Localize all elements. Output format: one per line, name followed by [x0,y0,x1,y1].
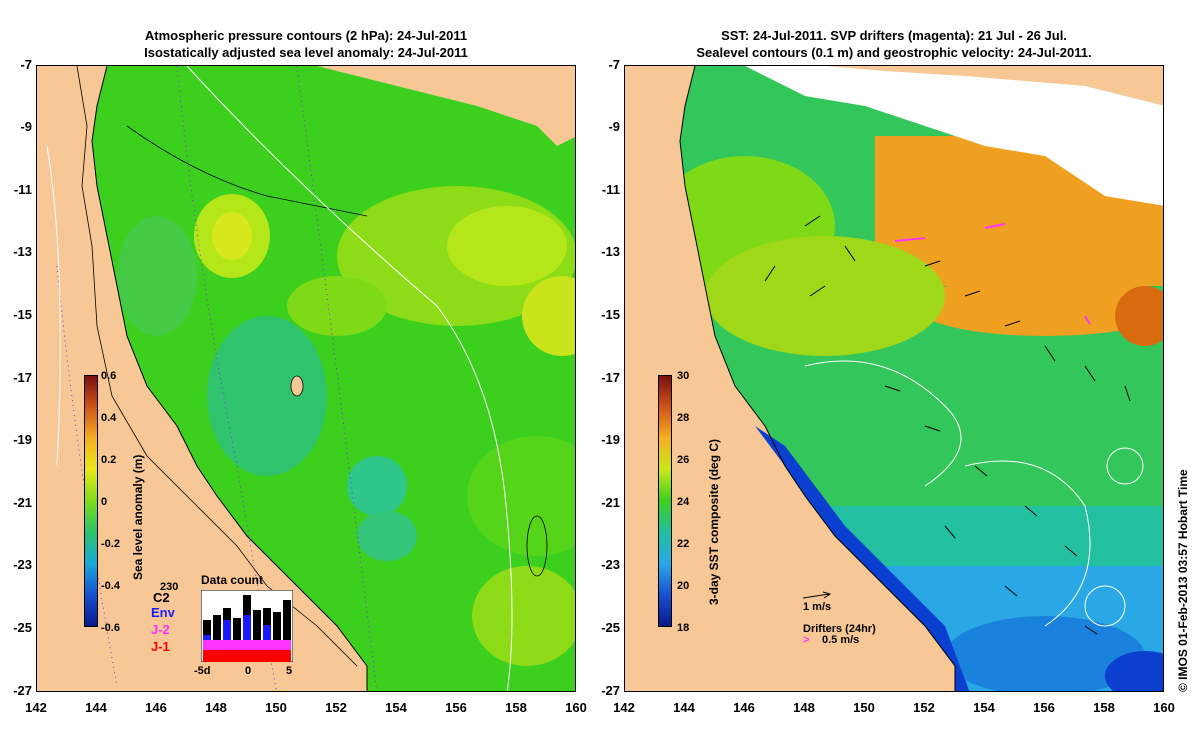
sea-level-colorbar-tick-2: 0.2 [101,454,117,466]
sst-colorbar-tick-1: 28 [677,412,690,424]
left-title: Atmospheric pressure contours (2 hPa): 2… [36,27,576,61]
left-xtick: 144 [85,700,107,715]
sea-level-colorbar-tick-0: 0.6 [101,370,117,382]
right-ytick: -25 [601,620,620,635]
left-ytick: -21 [13,495,32,510]
right-xtick: 156 [1033,700,1055,715]
right-xtick: 150 [853,700,875,715]
left-xtick: 146 [145,700,167,715]
data-count-legend-j1: J-1 [151,639,170,654]
data-count-xtick-0: -5d [194,665,211,677]
drifters-speed-label: 0.5 m/s [822,634,860,646]
sst-colorbar-tick-3: 24 [677,496,690,508]
right-xtick: 158 [1093,700,1115,715]
left-ytick: -19 [13,432,32,447]
data-count-overlap-number: 230 [160,581,179,593]
left-ytick: -9 [20,119,32,134]
left-title-line1: Atmospheric pressure contours (2 hPa): 2… [144,28,468,43]
right-ytick: -7 [608,57,620,72]
right-xtick: 154 [973,700,995,715]
sea-level-colorbar [84,375,98,627]
left-ytick: -17 [13,370,32,385]
left-ytick: -23 [13,557,32,572]
right-ytick: -23 [601,557,620,572]
data-count-legend-j2: J-2 [151,622,170,637]
data-count-xtick-1: 0 [245,665,252,677]
left-ytick: -27 [13,683,32,698]
data-count-title: Data count [201,573,264,587]
sst-colorbar-tick-5: 20 [677,580,690,592]
right-xtick: 152 [913,700,935,715]
left-xtick: 158 [505,700,527,715]
right-title-line1: SST: 24-Jul-2011. SVP drifters (magenta)… [721,28,1067,43]
right-ytick: -19 [601,432,620,447]
right-ytick: -27 [601,683,620,698]
drifters-arrow-icon: > [803,634,810,646]
sea-level-colorbar-tick-4: -0.2 [101,538,120,550]
data-count-chart [201,590,293,662]
sea-level-colorbar-tick-6: -0.6 [101,622,120,634]
sst-colorbar-label: 3-day SST composite (deg C) [707,438,721,605]
left-ytick: -7 [20,57,32,72]
drifters-label: Drifters (24hr) [803,623,876,635]
sst-colorbar-tick-6: 18 [677,622,690,634]
right-ytick: -11 [601,182,620,197]
velocity-scale-label: 1 m/s [803,601,832,613]
right-ytick: -15 [601,307,620,322]
sea-level-map-svg [37,66,575,691]
data-count-xtick-2: 5 [286,665,293,677]
sea-level-colorbar-label: Sea level anomaly (m) [131,454,145,580]
right-xtick: 146 [733,700,755,715]
data-count-legend-c2: C2 [153,590,170,605]
left-xtick: 150 [265,700,287,715]
right-ytick: -13 [601,244,620,259]
sst-colorbar-tick-4: 22 [677,538,690,550]
left-xtick: 152 [325,700,347,715]
right-ytick: -9 [608,119,620,134]
sst-colorbar-tick-0: 30 [677,370,690,382]
left-ytick: -25 [13,620,32,635]
right-xtick: 144 [673,700,695,715]
sst-map [624,65,1164,692]
right-title: SST: 24-Jul-2011. SVP drifters (magenta)… [624,27,1164,61]
left-ytick: -11 [13,182,32,197]
left-xtick: 156 [445,700,467,715]
left-xtick: 160 [565,700,587,715]
right-xtick: 142 [613,700,635,715]
velocity-scale-arrow [803,591,832,599]
right-ytick: -17 [601,370,620,385]
sea-level-map [36,65,576,692]
right-ytick: -21 [601,495,620,510]
sst-colorbar-tick-2: 26 [677,454,690,466]
sea-level-colorbar-tick-1: 0.4 [101,412,117,424]
sst-map-svg [625,66,1163,691]
right-xtick: 148 [793,700,815,715]
data-count-legend-env: Env [151,605,175,620]
left-xtick: 142 [25,700,47,715]
sst-colorbar [658,375,672,627]
copyright-label: © IMOS 01-Feb-2013 03:57 Hobart Time [1176,469,1190,692]
sea-level-colorbar-tick-3: 0 [101,496,108,508]
left-xtick: 148 [205,700,227,715]
right-xtick: 160 [1153,700,1175,715]
sea-level-colorbar-tick-5: -0.4 [101,580,120,592]
left-ytick: -13 [13,244,32,259]
left-ytick: -15 [13,307,32,322]
left-title-line2: Isostatically adjusted sea level anomaly… [144,45,468,60]
left-xtick: 154 [385,700,407,715]
right-title-line2: Sealevel contours (0.1 m) and geostrophi… [696,45,1092,60]
